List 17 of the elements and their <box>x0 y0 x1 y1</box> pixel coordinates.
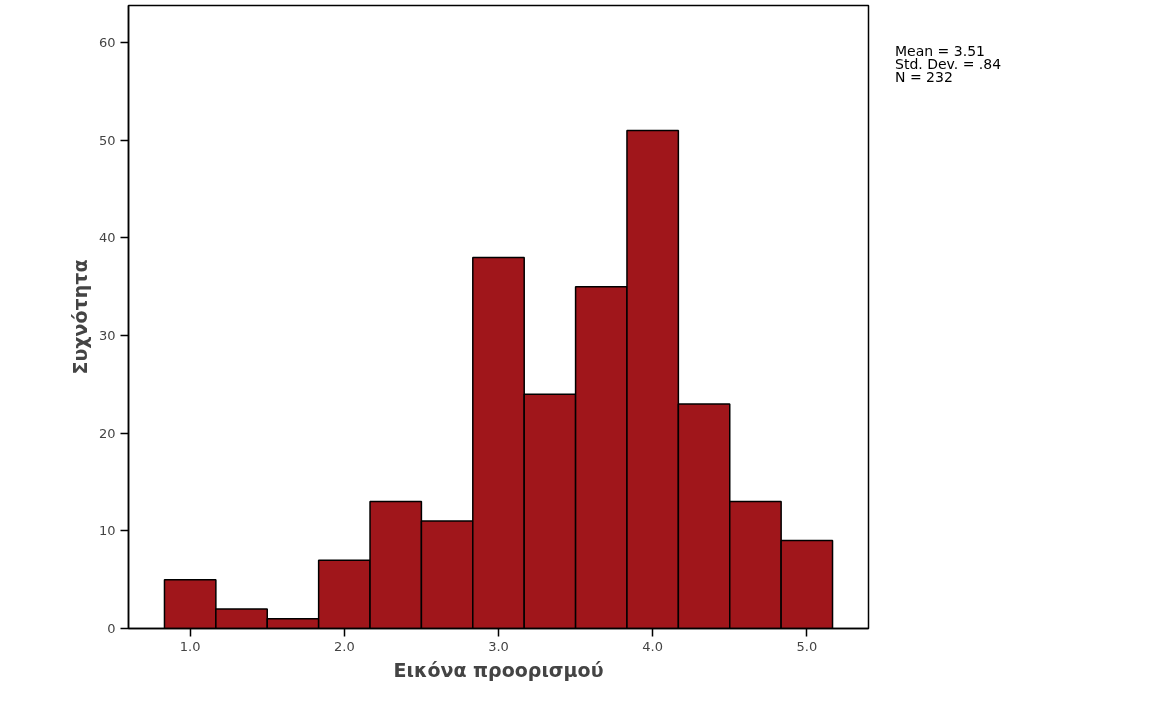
y-tick-label: 60 <box>98 35 116 51</box>
y-tick-label: 40 <box>98 230 116 246</box>
text: Std. Dev. = .84 <box>895 56 1002 72</box>
y-axis-title: Συχνότητα <box>68 259 91 375</box>
y-tick-label: 10 <box>98 523 116 539</box>
x-tick-label: 4.0 <box>642 638 664 654</box>
x-axis-title: Εικόνα προορισμού <box>393 658 604 681</box>
y-tick-label: 20 <box>98 425 116 441</box>
y-tick-label: 30 <box>98 328 116 344</box>
text: Mean = 3.51 <box>895 43 985 59</box>
y-tick-label: 50 <box>98 132 116 148</box>
text: N = 232 <box>895 69 953 85</box>
x-tick-label: 2.0 <box>334 638 355 654</box>
y-tick-label: 0 <box>107 621 116 636</box>
x-tick-label: 3.0 <box>488 638 509 654</box>
x-tick-label: 5.0 <box>796 638 818 654</box>
x-tick-label: 1.0 <box>179 638 201 654</box>
